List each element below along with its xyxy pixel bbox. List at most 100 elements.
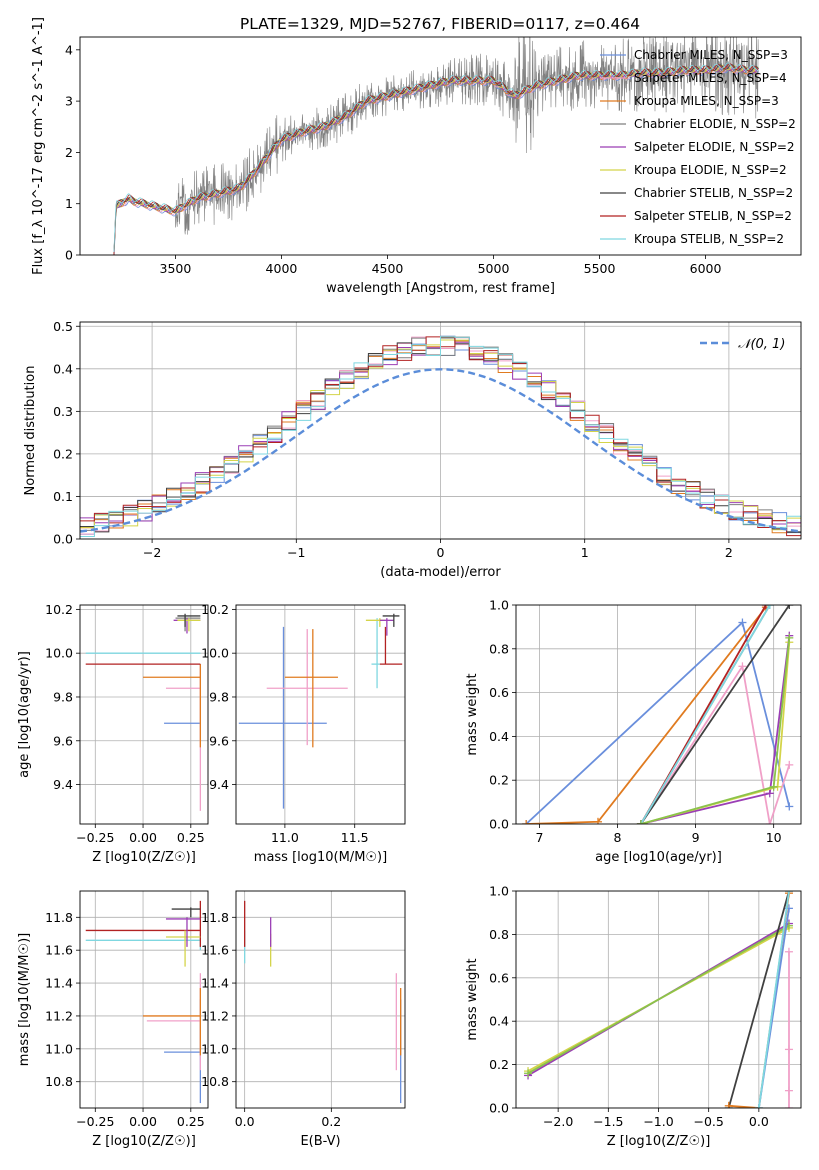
panels: 3500 4000 4500 5000 5500 6000 0 1 2 3 4 wavelength … — [17, 17, 802, 1149]
x-tick-label: 9 — [692, 830, 700, 845]
legend-label: Kroupa MILES, N_SSP=3 — [634, 94, 779, 108]
legend-label: Salpeter ELODIE, N_SSP=2 — [634, 140, 795, 154]
y-tick-label: 11.2 — [201, 1008, 229, 1023]
plot-area — [80, 891, 208, 1108]
panel-spectrum: 3500 4000 4500 5000 5500 6000 0 1 2 3 4 wavelength … — [31, 17, 802, 296]
x-tick-label: 5500 — [584, 261, 616, 276]
y-axis-label: age [log10(age/yr)] — [17, 651, 32, 778]
panel-mass_vs_ebv: 0.0 0.2 10.8 11.0 11.2 11.4 11.6 11.8 E(B-V) — [201, 890, 406, 1149]
legend-label: Chabrier ELODIE, N_SSP=2 — [634, 117, 796, 131]
y-tick-label: 0.4 — [489, 729, 509, 744]
y-tick-label: 0.0 — [489, 817, 509, 832]
legend-label: Salpeter STELIB, N_SSP=2 — [634, 209, 792, 223]
y-tick-label: 10.0 — [45, 646, 73, 661]
legend-label: Chabrier STELIB, N_SSP=2 — [634, 186, 793, 200]
y-axis-label: mass weight — [465, 673, 480, 755]
x-tick-label: −0.5 — [693, 1114, 723, 1129]
plot-area — [80, 322, 801, 539]
x-tick-label: −1.0 — [643, 1114, 673, 1129]
x-axis-label: age [log10(age/yr)] — [595, 850, 722, 865]
plot-area — [236, 891, 405, 1108]
x-axis-label: E(B-V) — [300, 1134, 340, 1149]
legend-label: Kroupa ELODIE, N_SSP=2 — [634, 163, 787, 177]
y-axis-label: mass [log10(M/M☉)] — [17, 933, 32, 1066]
x-axis-label: Z [log10(Z/Z☉)] — [92, 1134, 196, 1149]
y-tick-label: 2 — [65, 145, 73, 160]
y-tick-label: 11.2 — [45, 1008, 73, 1023]
x-tick-label: 4000 — [266, 261, 298, 276]
x-tick-label: 0.0 — [235, 1114, 255, 1129]
axes-frame — [79, 890, 209, 1109]
x-axis-label: Z [log10(Z/Z☉)] — [607, 1134, 711, 1149]
axes-frame — [79, 321, 802, 540]
x-tick-label: 2 — [725, 545, 733, 560]
x-tick-label: −1 — [287, 545, 305, 560]
x-tick-label: −2.0 — [543, 1114, 573, 1129]
y-tick-label: 0.8 — [489, 927, 509, 942]
panel-weight_vs_age: 7 8 9 10 0.0 0.2 0.4 0.6 0.8 1.0 age [log10(age/yr… — [465, 598, 802, 865]
y-tick-label: 1 — [65, 196, 73, 211]
panel-age_vs_mass: 11.0 11.5 9.4 9.6 9.8 10.0 10.2 mass [log10(M/M… — [201, 602, 406, 865]
x-tick-label: 0.2 — [321, 1114, 341, 1129]
x-tick-label: 5000 — [478, 261, 510, 276]
legend-label: Chabrier MILES, N_SSP=3 — [634, 48, 788, 62]
y-tick-label: 0.2 — [489, 1057, 509, 1072]
spectrum-data-line — [113, 37, 759, 255]
y-axis-label: Flux [f_λ 10^-17 erg cm^-2 s^-1 A^-1] — [31, 17, 46, 275]
plot-area — [113, 37, 759, 255]
panel-age_vs_Z: −0.25 0.00 0.25 9.4 9.6 9.8 10.0 10.2 Z [log10(Z… — [17, 602, 209, 865]
y-tick-label: 10.2 — [45, 602, 73, 617]
weight-line — [758, 891, 790, 1108]
x-tick-label: 0.0 — [749, 1114, 769, 1129]
x-axis-label: wavelength [Angstrom, rest frame] — [326, 281, 555, 296]
axes-frame — [79, 36, 802, 256]
x-tick-label: 0 — [437, 545, 445, 560]
x-tick-label: 0.00 — [129, 830, 157, 845]
y-tick-label: 10.0 — [201, 646, 229, 661]
y-tick-label: 1.0 — [489, 598, 509, 613]
axes-frame — [235, 604, 406, 825]
x-tick-label: 0.25 — [177, 1114, 205, 1129]
y-tick-label: 0.2 — [53, 446, 73, 461]
plot-area — [236, 605, 405, 824]
x-tick-label: 7 — [535, 830, 543, 845]
y-tick-label: 10.8 — [201, 1074, 229, 1089]
axes-frame — [515, 890, 802, 1109]
x-tick-label: 0.00 — [129, 1114, 157, 1129]
y-tick-label: 1.0 — [489, 884, 509, 899]
figure-title: PLATE=1329, MJD=52767, FIBERID=0117, z=0… — [240, 15, 640, 33]
y-tick-label: 0.4 — [53, 361, 73, 376]
y-tick-label: 9.4 — [209, 777, 229, 792]
x-tick-label: 11.0 — [271, 830, 299, 845]
x-tick-label: 11.5 — [341, 830, 369, 845]
weight-line — [727, 891, 790, 1108]
x-tick-label: 1 — [581, 545, 589, 560]
x-tick-label: 8 — [614, 830, 622, 845]
y-tick-label: 0 — [65, 248, 73, 263]
axes-frame — [515, 604, 802, 825]
model-line — [113, 66, 759, 255]
panel-weight_vs_Z: −2.0 −1.5 −1.0 −0.5 0.0 0.0 0.2 0.4 0.6 0.8 1.0 Z [… — [465, 884, 802, 1149]
y-tick-label: 4 — [65, 42, 73, 57]
x-tick-label: 4500 — [372, 261, 404, 276]
y-tick-label: 11.4 — [201, 976, 229, 991]
y-tick-label: 0.5 — [53, 319, 73, 334]
x-tick-label: −2 — [143, 545, 161, 560]
x-axis-label: (data-model)/error — [380, 565, 501, 580]
y-axis-label: Normed distribution — [23, 366, 38, 496]
y-tick-label: 0.1 — [53, 489, 73, 504]
y-tick-label: 9.8 — [209, 689, 229, 704]
y-tick-label: 0.4 — [489, 1014, 509, 1029]
y-tick-label: 11.6 — [201, 943, 229, 958]
y-tick-label: 9.6 — [53, 733, 73, 748]
y-tick-label: 3 — [65, 94, 73, 109]
y-tick-label: 0.8 — [489, 641, 509, 656]
y-axis-label: mass weight — [465, 958, 480, 1040]
model-line — [113, 62, 759, 252]
y-tick-label: 11.0 — [201, 1041, 229, 1056]
legend-label: Kroupa STELIB, N_SSP=2 — [634, 232, 784, 246]
axes-frame — [235, 890, 406, 1109]
x-tick-label: 6000 — [690, 261, 722, 276]
y-tick-label: 9.6 — [209, 733, 229, 748]
